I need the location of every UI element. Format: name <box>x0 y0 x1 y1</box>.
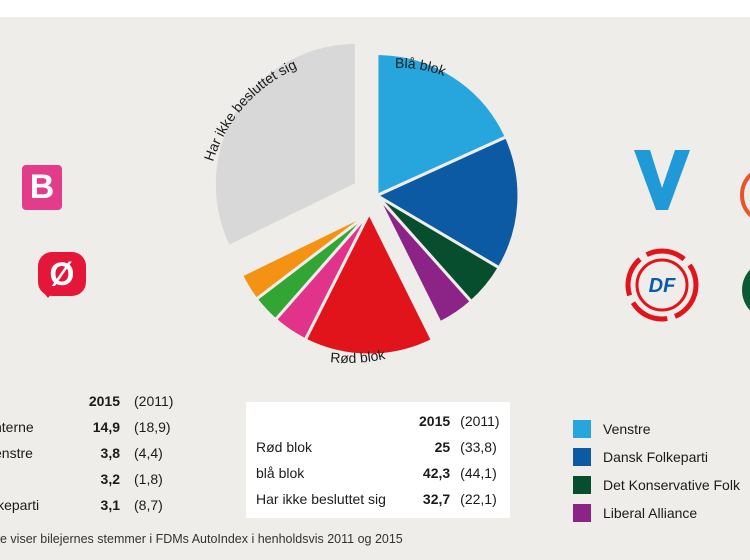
top-band <box>0 0 750 17</box>
table-row: lkeparti 3,1 (8,7) <box>0 492 184 518</box>
pie-slice <box>303 211 434 357</box>
legend-swatch <box>573 476 591 494</box>
caption: e viser bilejernes stemmer i FDMs AutoIn… <box>0 532 403 546</box>
legend-swatch <box>573 504 591 522</box>
row-value: 3,1 <box>100 497 120 513</box>
table-header: 2015 (2011) <box>256 408 510 434</box>
row-name <box>0 466 76 492</box>
legend-swatch <box>573 448 591 466</box>
header-2011: (2011) <box>134 393 174 409</box>
bloc-results-table: 2015 (2011) Rød blok 25 (33,8) blå blok … <box>256 408 510 512</box>
row-name: blå blok <box>256 465 305 481</box>
partial-logo-orange <box>740 172 750 218</box>
row-prev: (33,8) <box>460 439 497 455</box>
header-2011: (2011) <box>460 413 500 429</box>
bloc-results-box: 2015 (2011) Rød blok 25 (33,8) blå blok … <box>246 402 510 518</box>
table-row: Har ikke besluttet sig 32,7 (22,1) <box>256 486 510 512</box>
table-row: Rød blok 25 (33,8) <box>256 434 510 460</box>
legend-swatch <box>573 420 591 438</box>
header-2015: 2015 <box>419 413 451 429</box>
legend-label: Liberal Alliance <box>603 505 698 521</box>
radikale-venstre-logo: B <box>22 165 62 210</box>
row-name: nterne <box>0 419 34 435</box>
table-header: 2015 (2011) <box>0 388 184 414</box>
row-prev: (1,8) <box>134 471 163 487</box>
row-name: enstre <box>0 445 33 461</box>
label-roed-blok: Rød blok <box>330 346 388 366</box>
pie-slice <box>240 211 371 301</box>
row-prev: (18,9) <box>134 419 171 435</box>
table-row: nterne 14,9 (18,9) <box>0 414 184 440</box>
row-value: 3,8 <box>100 445 120 461</box>
left-results-table: 2015 (2011) nterne 14,9 (18,9) enstre 3,… <box>0 388 184 518</box>
pie-slice <box>375 52 508 198</box>
legend-label: Venstre <box>603 421 651 437</box>
svg-text:DF: DF <box>649 275 676 297</box>
row-name: lkeparti <box>0 497 40 513</box>
table-row: 3,2 (1,8) <box>0 466 184 492</box>
legend-label: Dansk Folkeparti <box>603 449 709 465</box>
enhedslisten-logo-tail <box>40 288 56 298</box>
row-name: Rød blok <box>256 439 313 455</box>
row-name: Har ikke besluttet sig <box>256 491 386 507</box>
row-prev: (8,7) <box>134 497 163 513</box>
row-value: 32,7 <box>422 491 451 507</box>
table-row: blå blok 42,3 (44,1) <box>256 460 510 486</box>
row-prev: (44,1) <box>460 465 497 481</box>
row-value: 14,9 <box>92 419 120 435</box>
pie-slice <box>375 135 521 270</box>
pie-slice <box>212 40 358 249</box>
row-value: 42,3 <box>422 465 451 481</box>
venstre-logo <box>634 150 690 210</box>
header-2015: 2015 <box>88 393 120 409</box>
row-prev: (22,1) <box>460 491 497 507</box>
partial-logo-green <box>742 269 750 311</box>
pie-slice <box>375 194 473 325</box>
row-value: 25 <box>434 439 451 455</box>
row-value: 3,2 <box>100 471 120 487</box>
legend-label: Det Konservative Folk <box>603 477 740 493</box>
dansk-folkeparti-logo: DF <box>625 248 699 322</box>
table-row: enstre 3,8 (4,4) <box>0 440 184 466</box>
enhedslisten-logo: Ø <box>38 252 86 296</box>
row-prev: (4,4) <box>134 445 163 461</box>
